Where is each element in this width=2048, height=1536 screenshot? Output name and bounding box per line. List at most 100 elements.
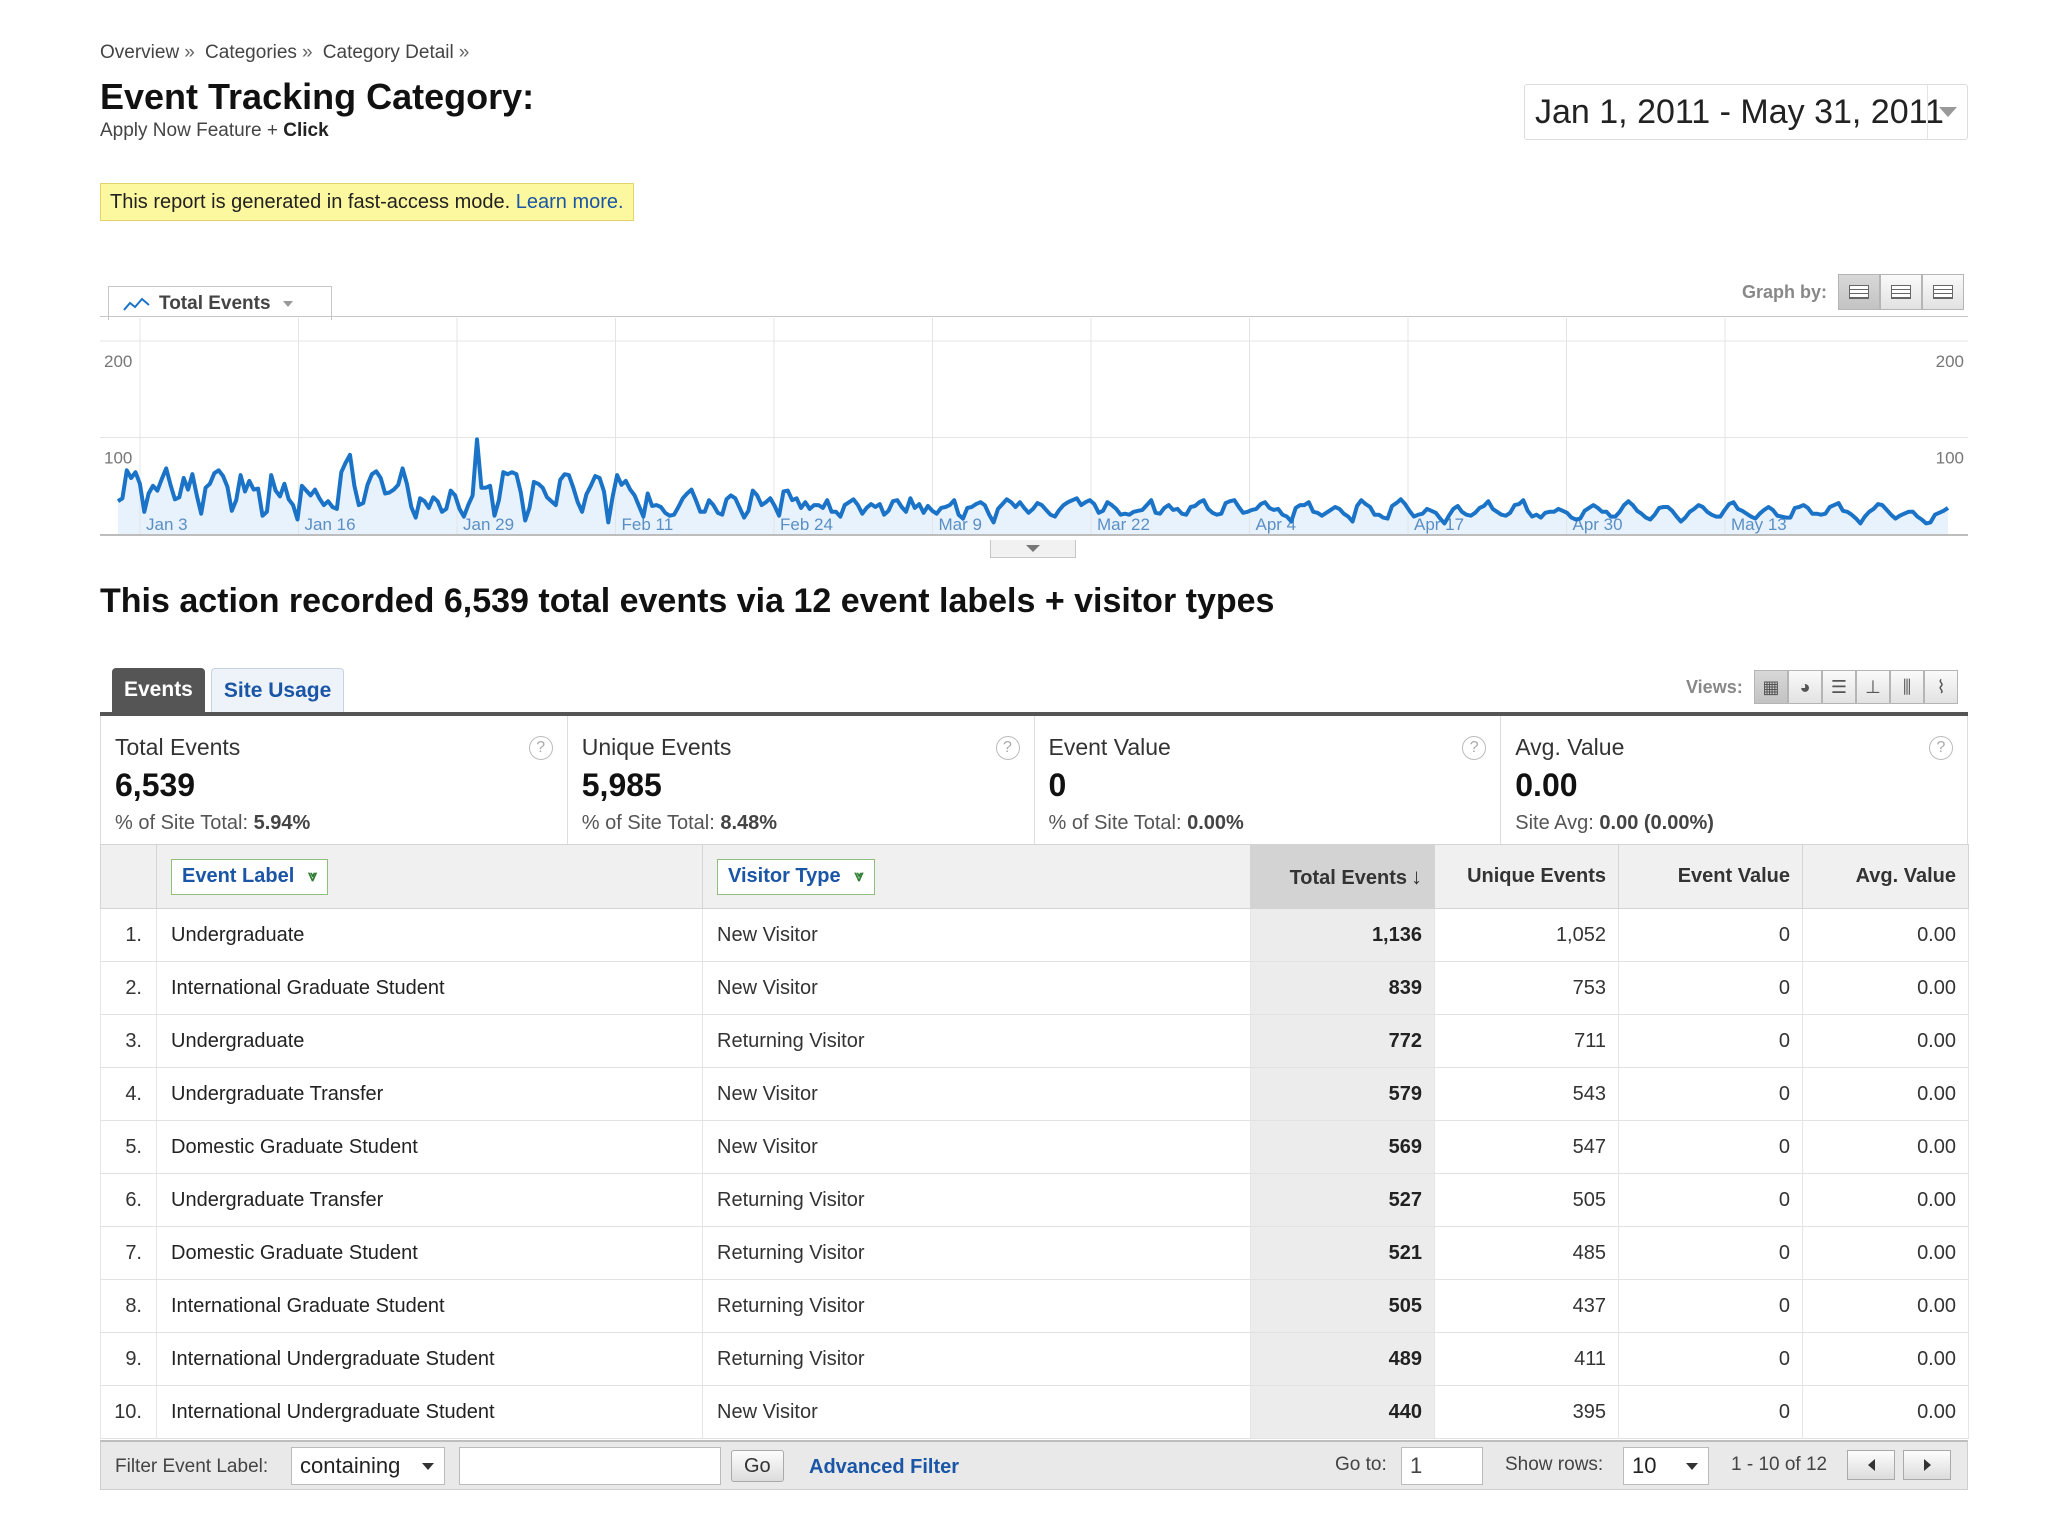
- breadcrumb-category-detail[interactable]: Category Detail: [322, 42, 454, 63]
- table-row: 2. International Graduate Student New Visi…: [100, 961, 1969, 1015]
- total-events-cell: 440: [1250, 1385, 1435, 1439]
- event-value-cell: 0: [1618, 1385, 1803, 1439]
- total-events-header[interactable]: Total Events ↓: [1250, 844, 1435, 909]
- collapse-chart-handle[interactable]: [990, 540, 1076, 558]
- metric-sub: Site Avg: 0.00 (0.00%): [1515, 812, 1714, 834]
- views-label: Views:: [1686, 677, 1743, 697]
- advanced-filter-link[interactable]: Advanced Filter: [809, 1456, 960, 1478]
- visitor-type-cell: Returning Visitor: [702, 1226, 1251, 1280]
- metric-label: Event Value: [1048, 734, 1171, 760]
- comparison-view-icon[interactable]: ⊥: [1856, 670, 1890, 704]
- breadcrumb-overview[interactable]: Overview: [100, 42, 180, 63]
- help-icon[interactable]: ?: [1929, 736, 1953, 760]
- metric-sub: % of Site Total: 0.00%: [1048, 812, 1244, 834]
- avg-value-cell: 0.00: [1802, 1279, 1969, 1333]
- x-tick-label: Mar 9: [939, 515, 982, 534]
- visitor-type-dimension-button[interactable]: Visitor Type ⩔: [717, 858, 875, 895]
- total-events-chart: 200 200 100 100 Jan 3 Jan 16 Jan 29 Feb 11 Feb 2…: [100, 316, 1968, 536]
- row-index: 6.: [100, 1173, 157, 1227]
- table-row: 10. International Undergraduate Student Ne…: [100, 1385, 1969, 1439]
- sparkline-view-icon[interactable]: ⌇: [1924, 670, 1958, 704]
- row-index: 4.: [100, 1067, 157, 1121]
- breadcrumb-categories[interactable]: Categories: [205, 42, 297, 63]
- unique-events-cell: 505: [1434, 1173, 1619, 1227]
- breadcrumb-separator: »: [301, 42, 313, 63]
- event-label-link[interactable]: Undergraduate: [156, 908, 703, 962]
- visitor-type-cell: New Visitor: [702, 1067, 1251, 1121]
- table-row: 1. Undergraduate New Visitor 1,136 1,052 0 0.0…: [100, 908, 1969, 962]
- show-rows-label: Show rows:: [1505, 1454, 1604, 1475]
- table-row: 8. International Graduate Student Returnin…: [100, 1279, 1969, 1333]
- event-label-link[interactable]: International Undergraduate Student: [156, 1332, 703, 1386]
- event-value-cell: 0: [1618, 1120, 1803, 1174]
- metric-value: 6,539: [115, 767, 196, 803]
- goto-page-input[interactable]: 1: [1401, 1447, 1483, 1485]
- pagination-text: 1 - 10 of 12: [1731, 1454, 1828, 1475]
- index-header: [100, 844, 157, 909]
- tab-events[interactable]: Events: [112, 668, 205, 712]
- show-rows-select[interactable]: 10: [1623, 1447, 1709, 1485]
- prev-page-button[interactable]: [1847, 1450, 1895, 1480]
- pie-view-icon[interactable]: ◕: [1788, 670, 1822, 704]
- event-label-link[interactable]: International Graduate Student: [156, 961, 703, 1015]
- graph-by-day-button[interactable]: [1838, 274, 1880, 310]
- learn-more-link[interactable]: Learn more.: [515, 191, 624, 213]
- avg-value-header[interactable]: Avg. Value: [1802, 844, 1969, 909]
- metric-sub: % of Site Total: 5.94%: [115, 812, 311, 834]
- date-range-picker[interactable]: Jan 1, 2011 - May 31, 2011: [1524, 84, 1968, 140]
- graph-by-month-button[interactable]: [1922, 274, 1964, 310]
- x-tick-label: Mar 22: [1097, 515, 1150, 534]
- goto-label: Go to:: [1335, 1454, 1387, 1475]
- unique-events-cell: 485: [1434, 1226, 1619, 1280]
- visitor-type-cell: New Visitor: [702, 908, 1251, 962]
- row-index: 1.: [100, 908, 157, 962]
- event-label-link[interactable]: Domestic Graduate Student: [156, 1120, 703, 1174]
- avg-value-cell: 0.00: [1802, 1120, 1969, 1174]
- event-label-dimension-button[interactable]: Event Label ⩔: [171, 858, 329, 895]
- event-label-link[interactable]: Undergraduate Transfer: [156, 1067, 703, 1121]
- subtitle-action: Apply Now Feature +: [100, 120, 284, 141]
- help-icon[interactable]: ?: [995, 736, 1020, 760]
- pivot-view-icon[interactable]: ⫼: [1890, 670, 1924, 704]
- summary-heading: This action recorded 6,539 total events …: [100, 582, 1275, 620]
- chevron-down-icon[interactable]: [1927, 85, 1967, 139]
- avg-value-cell: 0.00: [1802, 1014, 1969, 1068]
- next-page-button[interactable]: [1903, 1450, 1951, 1480]
- help-icon[interactable]: ?: [1462, 736, 1487, 760]
- avg-value-cell: 0.00: [1802, 1173, 1969, 1227]
- event-label-link[interactable]: Domestic Graduate Student: [156, 1226, 703, 1280]
- visitor-type-cell: Returning Visitor: [702, 1332, 1251, 1386]
- visitor-type-header: Visitor Type ⩔: [702, 844, 1251, 909]
- event-value-cell: 0: [1618, 961, 1803, 1015]
- go-button[interactable]: Go: [731, 1450, 784, 1482]
- metric-label: Total Events: [115, 734, 241, 760]
- filter-text-input[interactable]: [459, 1447, 721, 1485]
- metric-selector-tab[interactable]: Total Events: [108, 286, 332, 320]
- metric-label: Avg. Value: [1515, 734, 1625, 760]
- bar-view-icon[interactable]: ☰: [1822, 670, 1856, 704]
- event-label-header: Event Label ⩔: [156, 844, 703, 909]
- filter-match-select[interactable]: containing: [291, 1447, 445, 1485]
- event-label-link[interactable]: International Undergraduate Student: [156, 1385, 703, 1439]
- help-icon[interactable]: ?: [528, 736, 553, 760]
- event-label-link[interactable]: Undergraduate: [156, 1014, 703, 1068]
- event-label-link[interactable]: International Graduate Student: [156, 1279, 703, 1333]
- total-events-cell: 1,136: [1250, 908, 1435, 962]
- row-index: 5.: [100, 1120, 157, 1174]
- graph-by-week-button[interactable]: [1880, 274, 1922, 310]
- series-line: [116, 437, 1950, 526]
- table-view-icon[interactable]: ▦: [1754, 670, 1788, 704]
- row-index: 10.: [100, 1385, 157, 1439]
- metric-value: 0: [1048, 767, 1067, 803]
- tab-site-usage[interactable]: Site Usage: [210, 668, 345, 712]
- x-tick-label: Jan 3: [146, 515, 188, 534]
- chevron-down-icon: [422, 1463, 434, 1470]
- series-area: [118, 439, 1948, 534]
- unique-events-header[interactable]: Unique Events: [1434, 844, 1619, 909]
- event-label-link[interactable]: Undergraduate Transfer: [156, 1173, 703, 1227]
- fast-access-notice: This report is generated in fast-access …: [100, 183, 634, 221]
- event-value-header[interactable]: Event Value: [1618, 844, 1803, 909]
- unique-events-cell: 437: [1434, 1279, 1619, 1333]
- x-tick-label: Apr 30: [1573, 515, 1623, 534]
